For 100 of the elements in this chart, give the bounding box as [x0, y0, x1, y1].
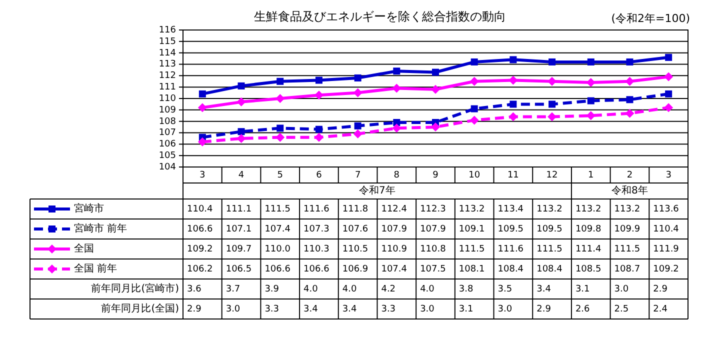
data-label: 113.2 — [614, 204, 640, 214]
text: 2.6 — [575, 304, 590, 314]
data-label: 108.7 — [614, 264, 640, 274]
text: 4.0 — [420, 284, 435, 294]
point — [315, 76, 322, 84]
data-label: 107.4 — [381, 264, 408, 274]
point — [198, 90, 206, 98]
text: 2.9 — [653, 284, 668, 294]
x-tick-label: 9 — [432, 170, 439, 180]
y-tick-label: 105 — [158, 151, 176, 162]
point — [470, 105, 478, 112]
point — [548, 58, 556, 66]
data-label: 107.9 — [381, 224, 408, 234]
x-tick-label: 5 — [277, 170, 283, 180]
data-label: 111.8 — [342, 204, 368, 214]
text: 3.5 — [498, 284, 512, 294]
text: 3.0 — [498, 304, 512, 314]
legend-label: 宮崎市 — [74, 202, 104, 215]
point — [315, 126, 322, 133]
data-label: 107.3 — [304, 224, 330, 234]
point — [238, 82, 245, 90]
data-label: 111.6 — [304, 204, 330, 214]
point — [354, 122, 362, 130]
point — [198, 103, 207, 112]
text: 3.8 — [458, 284, 474, 294]
point — [238, 128, 245, 136]
data-label: 109.8 — [575, 224, 602, 234]
text: 3.9 — [264, 284, 280, 294]
data-label: 106.9 — [342, 264, 368, 274]
data-label: 111.5 — [458, 244, 485, 254]
y-tick-label: 116 — [158, 25, 176, 36]
x-tick-label: 10 — [468, 170, 480, 180]
point — [431, 84, 440, 94]
data-label: 112.4 — [381, 204, 408, 214]
x-tick-label: 11 — [507, 170, 519, 180]
point — [470, 116, 479, 125]
data-label: 108.5 — [575, 264, 602, 274]
data-label: 110.4 — [653, 224, 680, 234]
text: 3.6 — [187, 284, 202, 294]
data-label: 111.4 — [575, 244, 602, 254]
data-label: 109.5 — [498, 224, 524, 234]
chart-title: 生鮮食品及びエネルギーを除く総合指数の動向 — [254, 9, 506, 24]
data-label: 111.5 — [536, 244, 562, 254]
data-label: 106.5 — [226, 264, 252, 274]
data-label: 113.2 — [458, 204, 485, 214]
data-label: 109.2 — [187, 244, 213, 254]
data-label: 107.1 — [226, 224, 252, 234]
text: 令和8年 — [612, 184, 648, 197]
point — [664, 72, 674, 82]
y-tick-label: 106 — [158, 140, 176, 150]
text: 3.7 — [226, 284, 240, 294]
x-tick-label: 2 — [626, 170, 633, 180]
point — [470, 58, 478, 66]
text: (令和2年=100) — [611, 12, 690, 26]
data-label: 109.1 — [458, 224, 485, 234]
text: 2.9 — [536, 304, 552, 314]
text: 3.0 — [614, 284, 629, 294]
data-label: 106.6 — [187, 224, 214, 234]
y-tick-label: 111 — [158, 82, 176, 93]
point — [587, 58, 594, 66]
y-tick-label: 114 — [158, 48, 176, 58]
x-tick-label: 3 — [200, 170, 206, 180]
y-tick-label: 115 — [158, 36, 176, 47]
point — [548, 100, 556, 108]
point — [470, 76, 479, 86]
point — [354, 74, 362, 82]
text: 3.4 — [536, 284, 552, 294]
text: 4.0 — [342, 284, 357, 294]
text: 4.2 — [381, 284, 396, 294]
x-tick-label: 8 — [394, 170, 400, 180]
data-label: 111.6 — [498, 244, 524, 254]
point — [198, 137, 207, 146]
text: 3.3 — [264, 304, 280, 314]
text: 3.1 — [458, 304, 474, 314]
point — [432, 68, 439, 76]
data-label: 106.2 — [187, 264, 213, 274]
data-label: 107.4 — [264, 224, 291, 234]
y-tick-label: 108 — [158, 116, 176, 127]
x-tick-label: 3 — [666, 170, 672, 180]
text: 前年同月比(宮崎市) — [91, 282, 180, 295]
point — [510, 56, 517, 64]
text: 3.0 — [226, 304, 240, 314]
data-label: 110.4 — [187, 204, 214, 214]
point — [508, 112, 518, 122]
point — [236, 97, 246, 106]
data-label: 113.2 — [575, 204, 602, 214]
point — [626, 58, 634, 66]
x-tick-label: 4 — [238, 170, 244, 180]
x-tick-label: 7 — [354, 170, 361, 180]
data-label: 107.6 — [342, 224, 368, 234]
data-label: 113.2 — [536, 204, 562, 214]
text: 3.0 — [420, 304, 435, 314]
data-label: 108.4 — [536, 264, 563, 274]
text: 2.4 — [653, 304, 668, 314]
data-label: 108.1 — [458, 264, 485, 274]
point — [665, 90, 672, 98]
point — [510, 100, 517, 108]
data-label: 109.5 — [536, 224, 562, 234]
data-label: 106.6 — [304, 264, 330, 274]
data-label: 107.9 — [420, 224, 446, 234]
